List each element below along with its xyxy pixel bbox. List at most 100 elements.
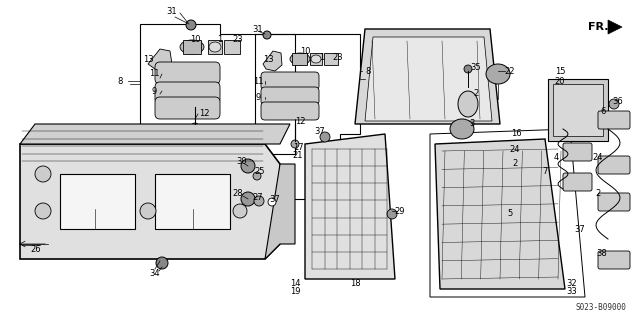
- Text: 37: 37: [315, 128, 325, 137]
- Ellipse shape: [450, 119, 474, 139]
- FancyBboxPatch shape: [598, 156, 630, 174]
- Text: 38: 38: [596, 249, 607, 258]
- Polygon shape: [435, 139, 565, 289]
- Text: 8: 8: [365, 66, 371, 76]
- Text: 29: 29: [395, 206, 405, 216]
- Text: 21: 21: [292, 152, 303, 160]
- Bar: [324, 53, 338, 65]
- Text: 31: 31: [253, 25, 263, 33]
- Text: 12: 12: [295, 116, 305, 125]
- Ellipse shape: [156, 257, 168, 269]
- Text: 24: 24: [593, 152, 604, 161]
- Text: 19: 19: [290, 287, 300, 296]
- Ellipse shape: [387, 209, 397, 219]
- FancyBboxPatch shape: [598, 111, 630, 129]
- Text: 13: 13: [143, 55, 154, 63]
- Text: 9: 9: [152, 86, 157, 95]
- Text: 37: 37: [575, 225, 586, 234]
- Ellipse shape: [140, 203, 156, 219]
- Text: 10: 10: [300, 48, 310, 56]
- Bar: [292, 53, 307, 65]
- Ellipse shape: [486, 64, 510, 84]
- Text: 23: 23: [333, 54, 343, 63]
- Text: 10: 10: [189, 34, 200, 43]
- Bar: [183, 40, 201, 54]
- Text: 32: 32: [566, 279, 577, 288]
- Text: 11: 11: [253, 77, 263, 85]
- FancyBboxPatch shape: [261, 87, 319, 105]
- Ellipse shape: [291, 140, 299, 148]
- Text: 26: 26: [31, 244, 42, 254]
- Text: S023-B09000: S023-B09000: [575, 302, 626, 311]
- Text: 4: 4: [554, 152, 559, 161]
- Text: 8: 8: [117, 77, 123, 85]
- Ellipse shape: [458, 91, 478, 117]
- FancyBboxPatch shape: [563, 143, 592, 161]
- Polygon shape: [365, 37, 492, 121]
- Text: 37: 37: [269, 195, 280, 204]
- Bar: [553, 84, 603, 136]
- Bar: [60, 174, 135, 229]
- Text: 25: 25: [255, 167, 265, 175]
- Bar: [155, 174, 230, 229]
- Ellipse shape: [209, 42, 221, 52]
- Text: 6: 6: [600, 107, 605, 115]
- Polygon shape: [608, 20, 622, 34]
- Ellipse shape: [191, 123, 199, 131]
- Polygon shape: [20, 144, 280, 259]
- Polygon shape: [548, 79, 608, 141]
- Text: 1: 1: [218, 34, 223, 43]
- Ellipse shape: [268, 198, 276, 206]
- Bar: [208, 40, 222, 54]
- Text: 18: 18: [349, 279, 360, 288]
- Text: 14: 14: [290, 279, 300, 288]
- Ellipse shape: [186, 20, 196, 30]
- Text: 36: 36: [612, 97, 623, 106]
- Ellipse shape: [320, 132, 330, 142]
- Text: 2: 2: [474, 90, 479, 99]
- Text: 24: 24: [509, 145, 520, 153]
- Text: 13: 13: [262, 55, 273, 63]
- Ellipse shape: [464, 65, 472, 73]
- Ellipse shape: [241, 192, 255, 206]
- Text: 1: 1: [319, 54, 324, 63]
- Text: FR.: FR.: [588, 22, 609, 32]
- Text: 30: 30: [237, 157, 247, 166]
- Text: 35: 35: [470, 63, 481, 71]
- Bar: [310, 53, 322, 65]
- Text: 15: 15: [555, 68, 565, 77]
- Ellipse shape: [290, 53, 310, 65]
- Ellipse shape: [253, 172, 261, 180]
- Polygon shape: [20, 124, 290, 144]
- Text: 20: 20: [555, 77, 565, 85]
- Ellipse shape: [263, 31, 271, 39]
- Text: 3: 3: [469, 120, 475, 129]
- Text: 22: 22: [505, 66, 515, 76]
- Ellipse shape: [311, 55, 321, 63]
- FancyBboxPatch shape: [563, 173, 592, 191]
- Ellipse shape: [609, 99, 619, 109]
- FancyBboxPatch shape: [261, 72, 319, 90]
- FancyBboxPatch shape: [598, 193, 630, 211]
- Text: 28: 28: [233, 189, 243, 198]
- Polygon shape: [148, 49, 172, 71]
- Text: 17: 17: [292, 143, 303, 152]
- FancyBboxPatch shape: [155, 97, 220, 119]
- Polygon shape: [263, 51, 282, 71]
- Text: 5: 5: [508, 210, 513, 219]
- Ellipse shape: [35, 166, 51, 182]
- Text: 9: 9: [255, 93, 260, 101]
- Bar: [224, 40, 240, 54]
- Ellipse shape: [35, 203, 51, 219]
- Text: 7: 7: [542, 167, 548, 175]
- Text: 11: 11: [148, 70, 159, 78]
- Ellipse shape: [180, 40, 204, 54]
- Ellipse shape: [241, 159, 255, 173]
- Text: 34: 34: [150, 270, 160, 278]
- Text: 2: 2: [513, 160, 518, 168]
- Text: 16: 16: [511, 130, 522, 138]
- FancyBboxPatch shape: [155, 82, 220, 104]
- Polygon shape: [305, 134, 395, 279]
- Text: 33: 33: [566, 287, 577, 296]
- Ellipse shape: [233, 204, 247, 218]
